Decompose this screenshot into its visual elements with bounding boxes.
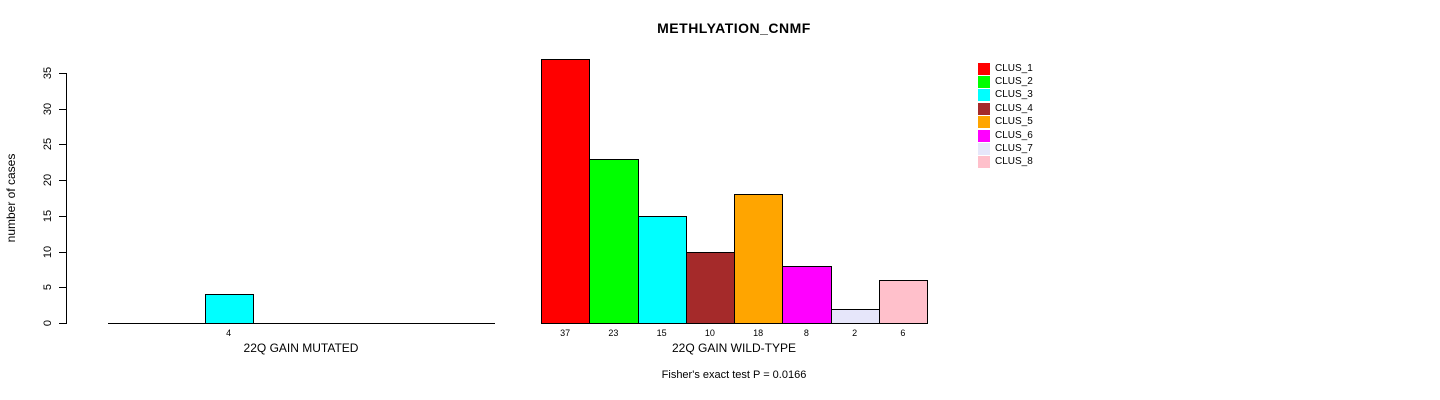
legend-item: CLUS_5 [978, 116, 1033, 129]
y-axis-tick-label: 30 [42, 102, 54, 115]
fisher-test-annotation: Fisher's exact test P = 0.0166 [661, 369, 807, 381]
y-axis-tick-label: 25 [42, 138, 54, 151]
bar-clus_2 [589, 158, 639, 324]
bar-value-label: 18 [753, 328, 764, 338]
y-axis-tick [59, 144, 66, 146]
bar-value-label: 23 [608, 328, 619, 338]
y-axis-tick [59, 180, 66, 182]
y-axis-tick [59, 251, 66, 253]
y-axis-tick-label: 10 [42, 245, 54, 258]
legend-item: CLUS_8 [978, 156, 1033, 169]
bar-clus_4 [685, 251, 735, 324]
legend: CLUS_1 CLUS_2 CLUS_3 CLUS_4 CLUS_5 CLUS_6 CLUS… [978, 62, 1033, 169]
legend-label: CLUS_5 [995, 116, 1033, 128]
bar-value-label: 6 [900, 328, 906, 338]
legend-label: CLUS_6 [995, 129, 1033, 141]
legend-item: CLUS_2 [978, 75, 1033, 89]
legend-swatch [978, 156, 990, 169]
bar-clus_3 [637, 215, 687, 324]
legend-swatch [978, 143, 990, 156]
y-axis-tick-label: 5 [42, 284, 54, 291]
group-baseline [108, 323, 495, 324]
legend-item: CLUS_1 [978, 62, 1033, 75]
bar-value-label: 37 [560, 328, 571, 338]
bar-clus_3 [204, 294, 254, 324]
y-axis-title: number of cases [4, 153, 18, 243]
chart-title: METHLYATION_CNMF [657, 20, 811, 36]
y-axis-tick-label: 35 [42, 66, 54, 80]
y-axis-tick-label: 15 [42, 209, 54, 222]
y-axis-tick [59, 73, 66, 74]
legend-label: CLUS_1 [995, 62, 1033, 74]
legend-swatch [978, 62, 990, 75]
legend-label: CLUS_2 [995, 76, 1033, 88]
legend-item: CLUS_4 [978, 102, 1033, 115]
legend-swatch [978, 129, 990, 142]
legend-swatch [978, 89, 990, 102]
bar-value-label: 15 [656, 328, 667, 338]
legend-label: CLUS_7 [995, 143, 1033, 155]
bar-clus_7 [830, 308, 880, 324]
legend-swatch [978, 102, 990, 115]
legend-item: CLUS_7 [978, 142, 1033, 156]
y-axis-tick [59, 108, 66, 110]
legend-swatch [978, 116, 990, 129]
bar-clus_5 [734, 194, 784, 324]
y-axis-tick-label: 20 [42, 174, 54, 187]
y-axis-tick [59, 287, 66, 289]
bar-value-label: 2 [852, 328, 858, 338]
y-axis-tick [59, 323, 66, 324]
legend-swatch [978, 76, 990, 89]
legend-label: CLUS_4 [995, 102, 1033, 114]
y-axis-tick-label: 0 [42, 319, 54, 327]
x-group-label-wildtype: 22Q GAIN WILD-TYPE [671, 341, 797, 355]
bar-clus_1 [541, 58, 591, 324]
bar-value-label: 4 [226, 328, 232, 338]
legend-label: CLUS_8 [995, 156, 1033, 168]
bar-clus_6 [782, 265, 832, 324]
bar-clus_8 [878, 280, 928, 324]
y-axis-line [66, 73, 67, 324]
x-group-label-mutated: 22Q GAIN MUTATED [243, 341, 359, 355]
legend-item: CLUS_3 [978, 89, 1033, 102]
y-axis-tick [59, 215, 66, 217]
bar-value-label: 8 [803, 328, 809, 338]
legend-item: CLUS_6 [978, 129, 1033, 142]
legend-label: CLUS_3 [995, 89, 1033, 101]
bar-value-label: 10 [704, 328, 715, 338]
